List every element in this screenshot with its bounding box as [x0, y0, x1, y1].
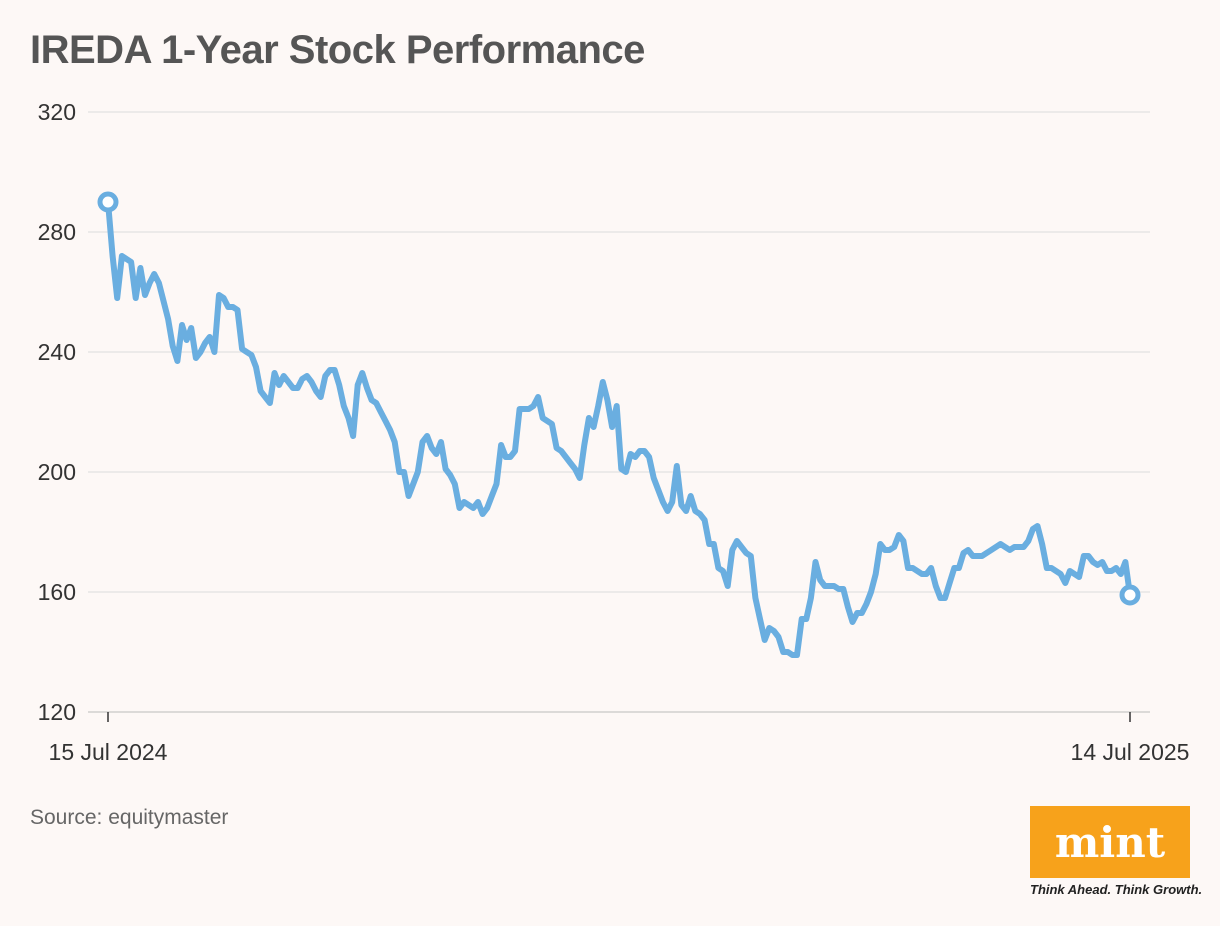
start-point-marker [97, 191, 119, 213]
y-tick-label: 240 [38, 339, 76, 365]
logo-tagline: Think Ahead. Think Growth. [1030, 882, 1203, 897]
y-tick-label: 320 [38, 99, 76, 125]
end-point-marker [1119, 584, 1141, 606]
source-note: Source: equitymaster [30, 806, 229, 829]
x-tick-label: 15 Jul 2024 [49, 739, 168, 765]
mint-logo: mint [1030, 806, 1190, 878]
y-tick-label: 120 [38, 699, 76, 725]
logo-text: mint [1054, 817, 1166, 867]
chart-title: IREDA 1-Year Stock Performance [30, 28, 645, 72]
series-line [105, 199, 1133, 658]
x-tick-label: 14 Jul 2025 [1071, 739, 1190, 765]
y-tick-label: 280 [38, 219, 76, 245]
y-tick-label: 200 [38, 459, 76, 485]
y-tick-label: 160 [38, 579, 76, 605]
